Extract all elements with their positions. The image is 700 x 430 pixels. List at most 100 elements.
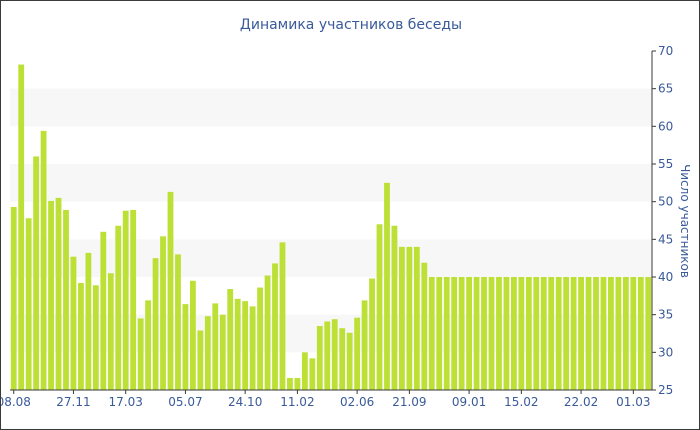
bar: [496, 277, 502, 390]
bar: [234, 298, 241, 390]
bar: [272, 263, 278, 390]
y-tick-label: 65: [658, 82, 673, 96]
bar: [525, 277, 532, 390]
bar: [316, 325, 323, 390]
bar: [593, 277, 599, 390]
x-tick-label: 01.03: [616, 395, 650, 409]
bar: [421, 262, 428, 390]
bar: [346, 332, 353, 390]
bar: [608, 277, 614, 390]
grid-band: [10, 164, 652, 202]
bar: [182, 304, 189, 390]
bar: [152, 258, 159, 390]
bar: [107, 273, 114, 390]
bar: [548, 277, 555, 390]
bar: [466, 277, 473, 390]
bar: [428, 277, 435, 390]
bar: [25, 218, 32, 390]
bar: [122, 210, 129, 390]
bar: [242, 301, 249, 390]
bar: [175, 254, 181, 390]
bar: [354, 317, 361, 390]
y-tick-label: 40: [658, 270, 673, 284]
bar: [503, 277, 510, 390]
bar: [55, 197, 62, 390]
bar: [287, 377, 293, 390]
bar: [249, 306, 256, 390]
bar: [645, 277, 652, 390]
bar: [279, 242, 286, 390]
x-tick-label: 09.01: [452, 395, 486, 409]
bar: [518, 277, 525, 390]
y-tick-label: 30: [658, 345, 673, 359]
bar: [555, 277, 562, 390]
y-tick-label: 50: [658, 195, 673, 209]
bar: [189, 280, 196, 390]
y-axis-ticks: 25 30 35 40 45 50 55 60 65 70: [652, 44, 673, 397]
x-axis-ticks: 08.08 27.11 17.03 05.07 24.10 11.02 02.06 21.09…: [1, 390, 651, 409]
bar: [510, 277, 517, 390]
bar: [78, 283, 84, 390]
bar: [481, 277, 487, 390]
y-tick-label: 25: [658, 383, 673, 397]
x-tick-label: 24.10: [228, 395, 262, 409]
bar: [399, 246, 405, 390]
bar: [637, 277, 644, 390]
bar: [376, 224, 383, 390]
bar: [137, 318, 144, 390]
bar: [391, 225, 398, 390]
bar: [324, 321, 331, 390]
bar: [18, 64, 25, 390]
bar: [10, 206, 17, 390]
x-tick-label: 27.11: [56, 395, 90, 409]
chart-title: Динамика участников беседы: [240, 17, 462, 33]
bar: [443, 277, 450, 390]
y-tick-label: 55: [658, 157, 673, 171]
bar: [331, 319, 338, 390]
bar: [301, 352, 308, 390]
bar: [212, 303, 219, 390]
bar: [436, 277, 443, 390]
bar: [369, 278, 375, 390]
grid-band: [10, 239, 652, 277]
bar: [473, 277, 480, 390]
y-axis-label: Число участников: [678, 164, 692, 278]
axes: [10, 51, 653, 391]
bar: [630, 277, 637, 390]
bar: [145, 300, 152, 390]
bar: [63, 209, 69, 390]
x-tick-label: 02.06: [340, 395, 374, 409]
bar: [197, 330, 204, 390]
bar: [227, 289, 234, 390]
x-tick-label: 08.08: [1, 395, 31, 409]
bar: [361, 300, 368, 390]
bar: [33, 156, 40, 390]
bar: [48, 200, 54, 390]
bar: [115, 225, 122, 390]
bar: [40, 130, 47, 390]
y-tick-label: 45: [658, 232, 673, 246]
bar: [204, 316, 211, 390]
bar: [406, 246, 413, 390]
bar: [294, 377, 301, 390]
bar: [100, 231, 107, 390]
bar: [339, 328, 346, 390]
bar: [70, 256, 77, 390]
bar: [85, 252, 92, 390]
x-tick-label: 11.02: [280, 395, 314, 409]
y-tick-label: 60: [658, 119, 673, 133]
bar: [167, 191, 174, 390]
bar: [451, 277, 458, 390]
bar: [130, 209, 137, 390]
grid-band: [10, 88, 652, 127]
x-tick-label: 05.07: [168, 395, 202, 409]
x-tick-label: 17.03: [109, 395, 143, 409]
bar: [92, 285, 99, 390]
x-tick-label: 21.09: [392, 395, 426, 409]
x-tick-label: 22.02: [564, 395, 598, 409]
bar: [458, 277, 465, 390]
bar: [540, 277, 547, 390]
x-tick-label: 15.02: [504, 395, 538, 409]
